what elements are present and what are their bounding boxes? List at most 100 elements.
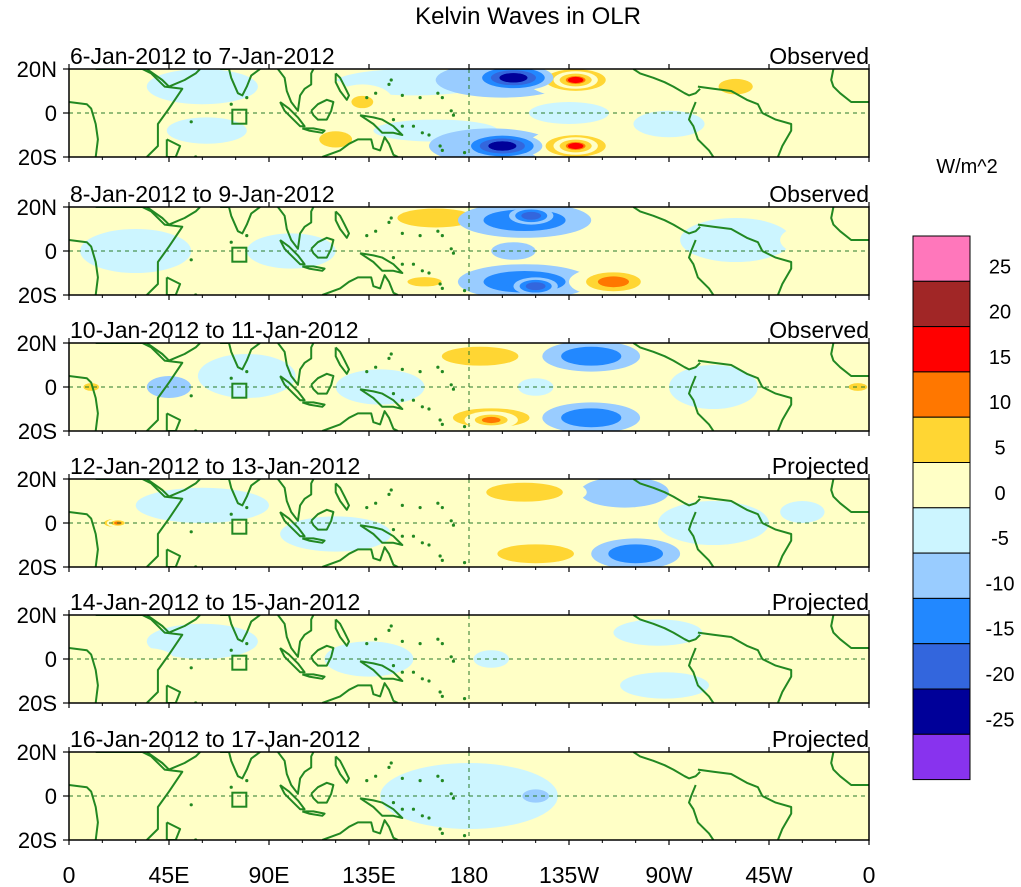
colorbar-level-label: -25	[986, 709, 1015, 731]
island-icon	[411, 262, 416, 266]
island-icon	[365, 370, 369, 374]
island-icon	[389, 624, 393, 628]
indochina-coast-icon	[277, 343, 315, 386]
anomaly-core	[364, 380, 396, 394]
west-africa-north-icon	[830, 343, 869, 377]
island-icon	[436, 365, 440, 369]
island-icon	[427, 407, 431, 411]
map-panel: 20N 0 20S 10-Jan-2012 to 11-Jan-2012 Observe…	[17, 317, 870, 444]
island-icon	[189, 530, 193, 534]
south-america-icon	[697, 359, 793, 431]
island-icon	[438, 418, 442, 422]
island-icon	[400, 231, 404, 235]
indochina-coast-icon	[277, 207, 315, 250]
anomaly-field	[80, 207, 869, 295]
india-coast-icon	[220, 479, 261, 507]
india-coast-icon	[220, 207, 261, 235]
map-panel: 20N 0 20S 12-Jan-2012 to 13-Jan-2012 Project…	[17, 453, 870, 580]
x-tick-label: 0	[63, 862, 76, 887]
west-africa-north-icon	[830, 615, 869, 649]
panel-date-range: 10-Jan-2012 to 11-Jan-2012	[70, 317, 359, 343]
island-icon	[387, 82, 391, 86]
philippines-icon	[334, 755, 350, 784]
south-america-west-icon	[688, 511, 715, 567]
island-icon	[449, 109, 453, 113]
island-icon	[245, 506, 249, 510]
south-america-west-icon	[688, 647, 715, 703]
island-icon	[374, 774, 378, 778]
india-coast-icon	[220, 343, 261, 371]
x-tick-label: 0	[863, 862, 876, 887]
panel-kind-label: Projected	[772, 726, 869, 752]
x-axis: 0 45E 90E 135E 180 135W 90W 45W 0	[63, 862, 876, 887]
island-icon	[436, 229, 440, 233]
island-icon	[374, 501, 378, 505]
island-icon	[451, 113, 456, 117]
anomaly-core	[794, 508, 811, 516]
island-icon	[438, 144, 442, 148]
island-icon	[440, 558, 444, 563]
y-tick-label: 20N	[17, 467, 57, 492]
sumatra-icon	[279, 511, 306, 538]
island-icon	[400, 262, 404, 266]
island-icon	[374, 637, 378, 641]
anomaly-core	[523, 212, 539, 219]
island-icon	[440, 96, 444, 100]
island-icon	[391, 801, 396, 805]
y-tick-label: 0	[45, 647, 57, 672]
island-icon	[229, 376, 233, 380]
central-america-icon	[632, 69, 701, 97]
coastlines	[69, 343, 869, 431]
anomaly-core	[505, 247, 522, 255]
colorbar-level-label: 5	[994, 438, 1005, 460]
colorbar-units: W/m^2	[936, 156, 998, 178]
java-icon	[301, 537, 326, 544]
colorbar-swatch	[912, 235, 971, 282]
borneo-icon	[310, 508, 335, 531]
region-box-icon	[231, 382, 248, 399]
panel-kind-label: Projected	[772, 453, 869, 479]
island-icon	[400, 807, 404, 811]
anomaly-core	[527, 680, 567, 691]
map-panel: 20N 0 20S 14-Jan-2012 to 15-Jan-2012 Project…	[17, 589, 870, 716]
island-icon	[245, 234, 249, 238]
island-icon	[389, 78, 393, 82]
island-icon	[440, 506, 444, 510]
australia-coast-icon	[321, 819, 399, 840]
colorbar-swatch	[912, 643, 971, 690]
island-icon	[451, 251, 456, 255]
australia-coast-icon	[321, 682, 399, 703]
island-icon	[420, 541, 424, 545]
island-icon	[440, 370, 444, 374]
island-icon	[411, 807, 416, 811]
island-icon	[420, 269, 424, 273]
anomaly-core	[574, 350, 609, 362]
y-tick-label: 20S	[18, 145, 57, 170]
island-icon	[400, 670, 404, 674]
india-coast-icon	[220, 752, 261, 780]
island-icon	[387, 628, 391, 633]
island-icon	[427, 816, 431, 820]
map-panel: 20N 0 20S 6-Jan-2012 to 7-Jan-2012 Observed	[17, 43, 870, 170]
panel-kind-label: Observed	[769, 181, 869, 207]
madagascar-icon	[165, 276, 182, 295]
island-icon	[440, 234, 444, 238]
africa-west-coast-icon	[69, 101, 99, 157]
island-icon	[374, 229, 378, 233]
island-icon	[189, 394, 193, 398]
island-icon	[420, 131, 424, 135]
x-tick-label: 45E	[149, 862, 190, 887]
colorbar-level-label: -10	[986, 573, 1015, 595]
colorbar-swatch	[912, 326, 971, 373]
java-icon	[301, 127, 326, 134]
central-america-icon	[632, 479, 701, 507]
anomaly-core	[458, 350, 502, 362]
region-box-icon	[231, 246, 248, 263]
south-america-icon	[697, 223, 793, 295]
south-america-icon	[697, 495, 793, 567]
anomaly-core	[694, 515, 733, 531]
island-icon	[365, 642, 369, 646]
island-icon	[420, 677, 424, 681]
island-icon	[438, 282, 442, 286]
